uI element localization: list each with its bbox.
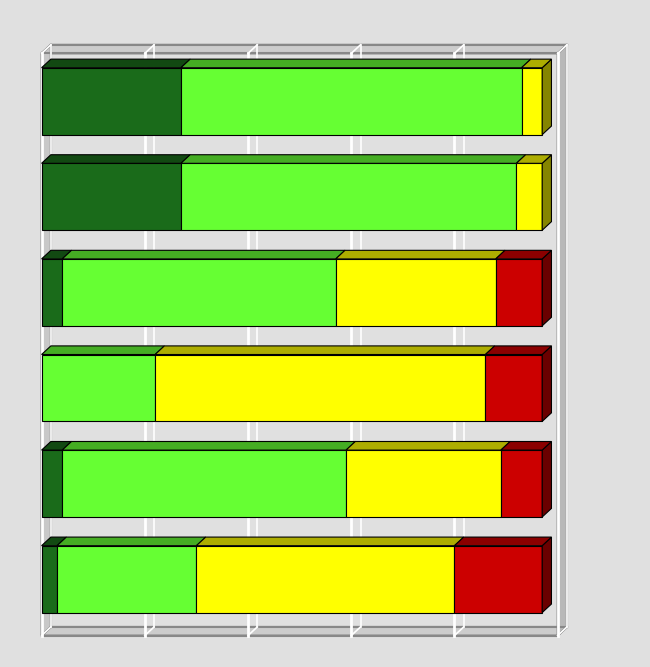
Polygon shape	[42, 59, 190, 68]
Polygon shape	[155, 346, 495, 354]
Polygon shape	[501, 450, 542, 517]
Polygon shape	[336, 250, 505, 259]
Polygon shape	[542, 155, 551, 230]
Polygon shape	[558, 45, 567, 636]
Polygon shape	[42, 163, 181, 230]
Polygon shape	[486, 354, 542, 422]
Polygon shape	[42, 68, 181, 135]
Polygon shape	[42, 354, 155, 422]
Polygon shape	[516, 163, 542, 230]
Polygon shape	[542, 59, 551, 135]
Polygon shape	[521, 59, 551, 68]
Polygon shape	[346, 442, 510, 450]
Polygon shape	[42, 537, 66, 546]
Polygon shape	[62, 450, 346, 517]
Polygon shape	[542, 442, 551, 517]
Polygon shape	[336, 259, 496, 326]
Polygon shape	[42, 45, 567, 53]
Polygon shape	[542, 346, 551, 422]
Polygon shape	[181, 68, 521, 135]
Polygon shape	[486, 346, 551, 354]
Polygon shape	[42, 250, 72, 259]
Polygon shape	[57, 546, 196, 612]
Polygon shape	[346, 450, 501, 517]
Polygon shape	[42, 45, 51, 636]
Polygon shape	[42, 155, 190, 163]
Polygon shape	[542, 537, 551, 612]
Polygon shape	[501, 442, 551, 450]
Polygon shape	[181, 59, 531, 68]
Polygon shape	[496, 250, 551, 259]
Polygon shape	[57, 537, 205, 546]
Polygon shape	[516, 155, 551, 163]
Polygon shape	[496, 259, 542, 326]
Polygon shape	[521, 68, 542, 135]
Polygon shape	[42, 442, 72, 450]
Polygon shape	[155, 354, 486, 422]
Polygon shape	[62, 250, 345, 259]
Polygon shape	[42, 346, 164, 354]
Polygon shape	[42, 546, 57, 612]
Polygon shape	[62, 442, 356, 450]
Polygon shape	[454, 537, 551, 546]
Polygon shape	[42, 259, 62, 326]
Polygon shape	[454, 546, 542, 612]
Polygon shape	[42, 450, 62, 517]
Polygon shape	[196, 546, 454, 612]
Polygon shape	[181, 155, 526, 163]
Polygon shape	[42, 627, 567, 636]
Polygon shape	[542, 250, 551, 326]
Polygon shape	[62, 259, 336, 326]
Polygon shape	[196, 537, 463, 546]
Polygon shape	[181, 163, 516, 230]
